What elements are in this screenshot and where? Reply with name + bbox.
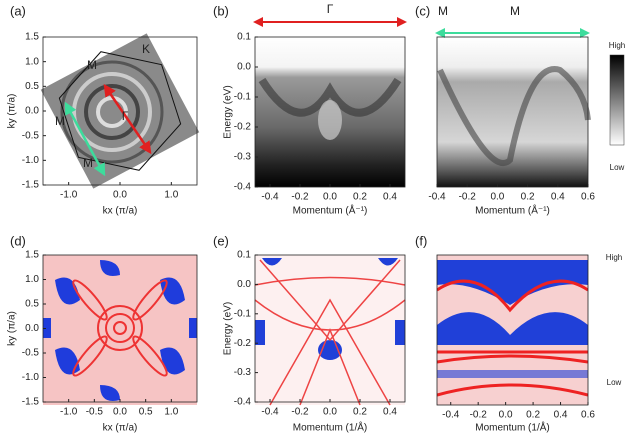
y-tick-label: -1.5: [22, 180, 40, 191]
x-tick-label: -0.2: [470, 410, 488, 421]
y-tick-label: 0.5: [25, 81, 39, 92]
annotation: M: [83, 156, 93, 170]
panel-label: (f): [415, 233, 427, 248]
x-tick-label: 0.5: [139, 407, 153, 418]
y-tick-label: 0.1: [237, 250, 251, 261]
y-axis-label: ky (π/a): [7, 94, 18, 129]
x-axis-label: kx (π/a): [103, 423, 138, 434]
colorbar-label: High: [609, 41, 625, 50]
arpes-map: [435, 28, 625, 187]
panel-label: (e): [213, 233, 229, 248]
x-tick-label: 0.4: [383, 192, 397, 203]
arpes-map: [253, 17, 407, 187]
y-tick-label: -0.3: [234, 367, 252, 378]
x-tick-label: 0.6: [581, 410, 595, 421]
x-tick-label: 0.6: [581, 192, 595, 203]
colorbar-label: Low: [607, 378, 622, 387]
x-tick-label: -0.2: [291, 407, 309, 418]
x-tick-label: -0.4: [428, 192, 446, 203]
y-tick-label: -0.2: [234, 338, 252, 349]
x-tick-label: -0.2: [459, 192, 477, 203]
x-axis-label: Momentum (Å⁻¹): [293, 204, 368, 217]
y-tick-label: 0.0: [25, 323, 39, 334]
y-tick-label: -0.1: [234, 92, 252, 103]
x-axis-label: Momentum (Å⁻¹): [475, 204, 550, 217]
calculated-bands: [437, 255, 588, 405]
calculated-fermi-surface: [43, 255, 197, 405]
annotation: M: [438, 4, 448, 18]
fermi-surface-map: [40, 33, 200, 189]
y-tick-label: 1.5: [25, 250, 39, 261]
x-axis-label: kx (π/a): [103, 206, 138, 217]
x-tick-label: 0.0: [490, 192, 504, 203]
x-tick-label: -0.2: [291, 192, 309, 203]
colorbar-label: Low: [610, 163, 625, 172]
x-tick-label: 0.4: [551, 192, 565, 203]
panel-title: Γ: [327, 2, 334, 16]
x-tick-label: 0.4: [383, 407, 397, 418]
annotation: M: [55, 114, 65, 128]
x-tick-label: 0.0: [113, 190, 127, 201]
y-tick-label: -0.1: [234, 308, 252, 319]
panel-label: (d): [10, 233, 26, 248]
x-tick-label: 0.2: [353, 407, 367, 418]
y-tick-label: 0.1: [237, 32, 251, 43]
x-tick-label: -0.4: [261, 192, 279, 203]
x-tick-label: -1.0: [60, 407, 78, 418]
panel-label: (b): [213, 3, 229, 18]
colorbar-label: High: [606, 253, 622, 262]
y-axis-label: ky (π/a): [7, 311, 18, 346]
x-tick-label: 0.0: [499, 410, 513, 421]
y-tick-label: 0.0: [237, 279, 251, 290]
annotation: Γ: [122, 109, 129, 123]
annotation: M: [87, 58, 97, 72]
y-axis-label: Energy (eV): [223, 302, 234, 355]
y-tick-label: -0.5: [22, 348, 40, 359]
x-tick-label: 0.2: [353, 192, 367, 203]
x-tick-label: -0.4: [442, 410, 460, 421]
x-tick-label: 0.0: [323, 407, 337, 418]
x-tick-label: 1.0: [164, 407, 178, 418]
y-tick-label: -1.0: [22, 155, 40, 166]
x-tick-label: 0.2: [521, 192, 535, 203]
x-axis-label: Momentum (1/Å): [293, 421, 367, 434]
x-tick-label: 0.4: [554, 410, 568, 421]
plot-frame: [436, 36, 589, 188]
y-tick-label: 0.5: [25, 299, 39, 310]
annotation: K: [142, 42, 150, 56]
panel-label: (a): [10, 3, 26, 18]
y-tick-label: 1.5: [25, 32, 39, 43]
y-tick-label: -0.4: [234, 182, 252, 193]
x-tick-label: -1.0: [60, 190, 78, 201]
y-tick-label: -0.3: [234, 152, 252, 163]
y-tick-label: -0.4: [234, 397, 252, 408]
x-tick-label: 0.2: [526, 410, 540, 421]
y-axis-label: Energy (eV): [223, 85, 234, 138]
y-tick-label: 1.0: [25, 274, 39, 285]
annotation: M: [510, 4, 520, 18]
x-tick-label: -0.4: [261, 407, 279, 418]
y-tick-label: -0.5: [22, 130, 40, 141]
calculated-bands: [254, 255, 406, 406]
y-tick-label: -1.5: [22, 397, 40, 408]
panel-label: (c): [415, 3, 430, 18]
y-tick-label: -1.0: [22, 372, 40, 383]
x-axis-label: Momentum (1/Å): [475, 421, 549, 434]
x-tick-label: -0.5: [86, 407, 104, 418]
y-tick-label: 0.0: [25, 106, 39, 117]
x-tick-label: 1.0: [164, 190, 178, 201]
plot-frame: [436, 254, 589, 406]
x-tick-label: 0.0: [113, 407, 127, 418]
y-tick-label: 1.0: [25, 56, 39, 67]
x-tick-label: 0.0: [323, 192, 337, 203]
y-tick-label: 0.0: [237, 62, 251, 73]
y-tick-label: -0.2: [234, 122, 252, 133]
